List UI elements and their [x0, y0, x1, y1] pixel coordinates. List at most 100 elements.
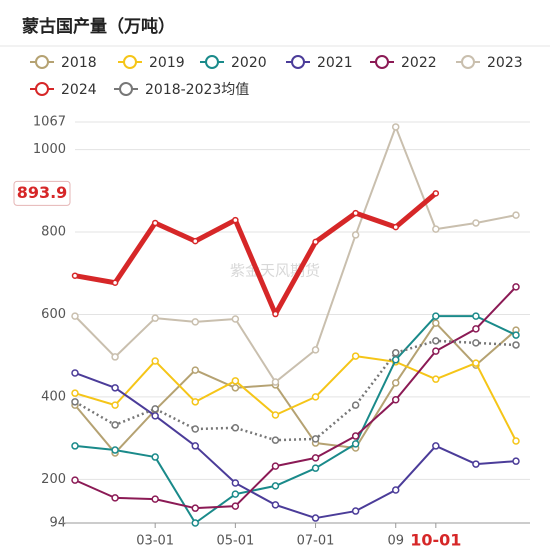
series-line	[74, 125, 517, 384]
data-point	[111, 384, 119, 392]
data-point	[111, 446, 119, 454]
data-point	[311, 435, 320, 443]
series-2020	[71, 312, 520, 527]
data-point	[192, 237, 199, 245]
y-tick-label: 1000	[33, 142, 66, 157]
data-point	[312, 238, 319, 246]
legend-marker	[375, 55, 389, 69]
data-point	[191, 398, 200, 406]
data-point	[271, 501, 280, 509]
legend-label: 2022	[401, 55, 437, 71]
data-point	[231, 490, 240, 498]
data-point	[111, 279, 119, 286]
data-point	[351, 352, 360, 360]
data-point	[311, 464, 320, 472]
series-line	[74, 372, 517, 520]
legend-marker	[119, 82, 133, 96]
legend-marker	[291, 55, 305, 69]
data-point	[432, 312, 440, 320]
series-line	[74, 315, 517, 524]
axis-pointer-y-label: 893.9	[17, 183, 68, 202]
data-point	[351, 440, 360, 448]
data-point	[272, 310, 279, 318]
data-point	[391, 396, 400, 404]
data-point	[432, 347, 440, 355]
data-point	[391, 379, 400, 387]
legend-label: 2018	[61, 55, 97, 71]
data-point	[271, 378, 280, 386]
series-line	[74, 322, 517, 454]
data-point	[151, 357, 159, 365]
x-tick-label: 07-01	[297, 534, 335, 549]
legend-marker	[205, 55, 219, 69]
y-tick-label: 200	[41, 472, 66, 487]
data-point	[391, 123, 400, 131]
chart-title: 蒙古国产量（万吨）	[22, 16, 175, 37]
legend-item: 2024	[30, 82, 97, 98]
data-point	[472, 359, 480, 367]
data-point	[512, 341, 520, 349]
series-2018	[71, 319, 520, 457]
data-point	[271, 462, 280, 470]
data-point	[151, 495, 159, 503]
data-point	[231, 377, 240, 385]
data-point	[191, 442, 200, 450]
axis-pointer-y-box	[13, 180, 71, 206]
data-point	[191, 318, 200, 326]
data-point	[71, 476, 79, 484]
data-point	[432, 375, 440, 383]
data-point	[151, 219, 159, 227]
data-point	[151, 405, 159, 413]
y-tick-label: 94	[49, 516, 66, 531]
data-point	[71, 312, 79, 320]
data-point	[191, 425, 200, 433]
legend-item: 2018-2023均值	[114, 82, 249, 98]
data-point	[232, 216, 239, 224]
data-point	[432, 319, 440, 327]
series-2023	[71, 123, 520, 386]
data-point	[351, 231, 360, 239]
legend-marker	[123, 55, 137, 69]
data-point	[191, 519, 200, 527]
x-tick-label: 09	[387, 534, 404, 549]
data-point	[71, 442, 79, 450]
data-point	[352, 209, 359, 217]
data-point	[71, 369, 79, 377]
legend-label: 2024	[61, 82, 97, 98]
x-tick-label: 05-01	[216, 534, 254, 549]
data-point	[271, 482, 280, 490]
series-line	[74, 191, 438, 317]
data-point	[311, 393, 320, 401]
data-point	[271, 436, 280, 444]
y-tick-label: 800	[41, 225, 66, 240]
data-point	[512, 437, 520, 445]
data-point	[151, 412, 159, 420]
data-point	[432, 442, 440, 450]
series-line	[74, 339, 517, 442]
series-line	[74, 355, 517, 442]
data-point	[311, 454, 320, 462]
data-point	[512, 457, 520, 465]
data-point	[472, 460, 480, 468]
data-point	[271, 411, 280, 419]
data-point	[391, 486, 400, 494]
watermark: 紫金天风期货	[230, 262, 320, 280]
data-point	[71, 272, 79, 279]
data-point	[351, 401, 360, 409]
data-point	[191, 504, 200, 512]
series-2021	[71, 369, 520, 522]
data-point	[231, 424, 240, 432]
data-point	[432, 225, 440, 233]
legend-label: 2019	[149, 55, 185, 71]
y-tick-label: 400	[41, 389, 66, 404]
data-point	[111, 401, 119, 409]
data-point	[432, 337, 440, 345]
data-point	[472, 312, 480, 320]
data-point	[231, 384, 240, 392]
legend-item: 2019	[118, 55, 185, 71]
legend-marker	[461, 55, 475, 69]
series-line	[74, 286, 517, 510]
data-point	[391, 356, 400, 364]
legend-label: 2021	[317, 55, 353, 71]
